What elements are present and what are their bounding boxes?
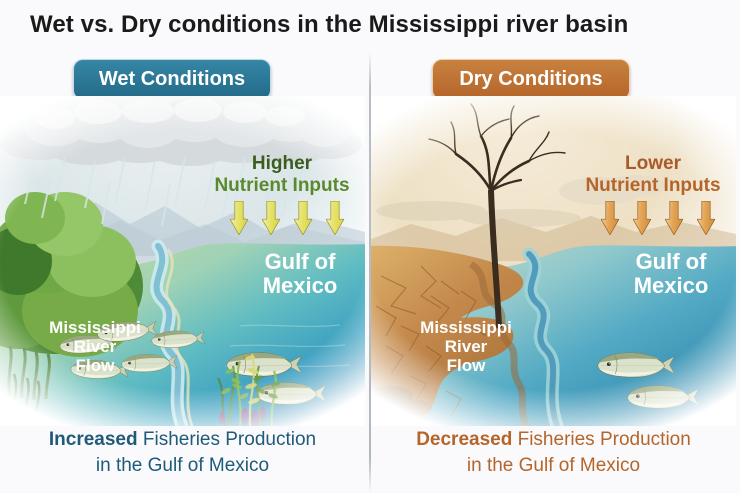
svg-text:Lower: Lower	[625, 153, 682, 174]
svg-text:Mexico: Mexico	[634, 273, 709, 298]
svg-text:Flow: Flow	[76, 356, 115, 375]
svg-text:Gulf of: Gulf of	[265, 249, 337, 274]
svg-text:Mississippi: Mississippi	[420, 318, 512, 337]
svg-text:Nutrient Inputs: Nutrient Inputs	[585, 175, 720, 196]
svg-text:Gulf of: Gulf of	[636, 249, 708, 274]
svg-text:Higher: Higher	[252, 153, 313, 174]
svg-text:Mexico: Mexico	[263, 273, 338, 298]
svg-text:Flow: Flow	[447, 356, 486, 375]
svg-text:Nutrient Inputs: Nutrient Inputs	[214, 175, 349, 196]
svg-text:River: River	[74, 337, 117, 356]
svg-text:River: River	[445, 337, 488, 356]
svg-text:Mississippi: Mississippi	[49, 318, 141, 337]
